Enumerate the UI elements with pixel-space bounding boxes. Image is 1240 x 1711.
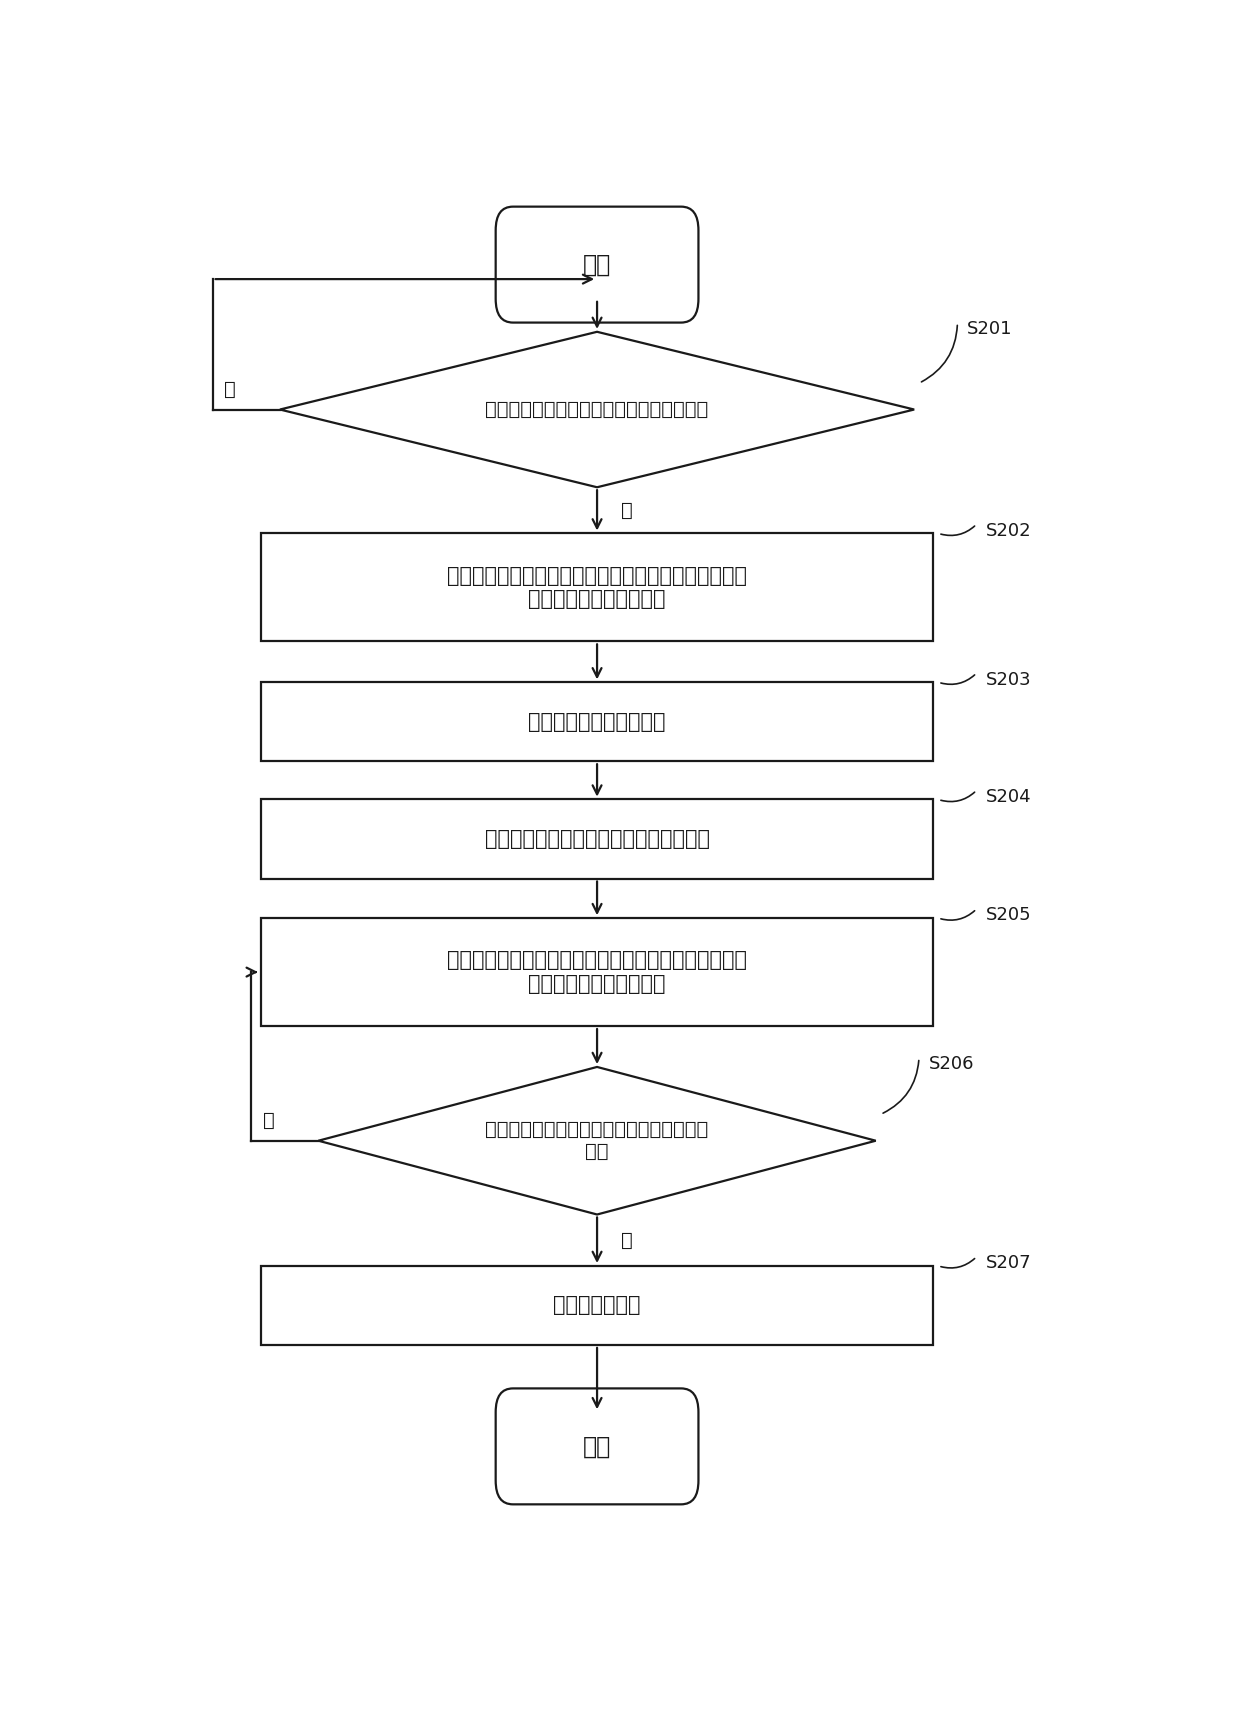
Bar bbox=[260, 919, 934, 1027]
Text: 结束: 结束 bbox=[583, 1434, 611, 1458]
Text: 控制压缩机按照当前最大运行频率运行。: 控制压缩机按照当前最大运行频率运行。 bbox=[485, 830, 709, 849]
Text: 是: 是 bbox=[621, 501, 632, 520]
Text: S206: S206 bbox=[929, 1056, 975, 1073]
Text: S205: S205 bbox=[986, 907, 1032, 924]
Bar bbox=[260, 1266, 934, 1345]
Text: S201: S201 bbox=[967, 320, 1013, 339]
Text: S204: S204 bbox=[986, 787, 1032, 806]
Text: 获取当前最大运行频率。: 获取当前最大运行频率。 bbox=[528, 712, 666, 732]
Text: 开始: 开始 bbox=[583, 253, 611, 277]
Text: 获取屋内温度値以及压缩机处于按照当前最大运行频率
运行的状态的持续时间。: 获取屋内温度値以及压缩机处于按照当前最大运行频率 运行的状态的持续时间。 bbox=[448, 951, 746, 994]
Text: S202: S202 bbox=[986, 522, 1032, 539]
Text: 判断空调器是否满足进入化霜模式的条件？: 判断空调器是否满足进入化霜模式的条件？ bbox=[485, 400, 709, 419]
Bar bbox=[260, 683, 934, 761]
FancyBboxPatch shape bbox=[496, 1388, 698, 1504]
Polygon shape bbox=[280, 332, 914, 488]
Polygon shape bbox=[319, 1068, 875, 1215]
Text: 否: 否 bbox=[263, 1110, 274, 1131]
Text: 进入化霜模式。: 进入化霜模式。 bbox=[553, 1295, 641, 1316]
Text: 判断屋内温度値或持续时间是否满足预设条
件？: 判断屋内温度値或持续时间是否满足预设条 件？ bbox=[485, 1121, 709, 1162]
Text: S203: S203 bbox=[986, 671, 1032, 688]
Text: S207: S207 bbox=[986, 1254, 1032, 1273]
FancyBboxPatch shape bbox=[496, 207, 698, 323]
Text: 是: 是 bbox=[621, 1230, 632, 1249]
Text: 否: 否 bbox=[224, 380, 236, 399]
Bar bbox=[260, 534, 934, 642]
Text: 将预设定的第一目标温度値与预设定的温度变化量的和
确定为第二目标温度値。: 将预设定的第一目标温度値与预设定的温度变化量的和 确定为第二目标温度値。 bbox=[448, 566, 746, 609]
Bar bbox=[260, 799, 934, 878]
